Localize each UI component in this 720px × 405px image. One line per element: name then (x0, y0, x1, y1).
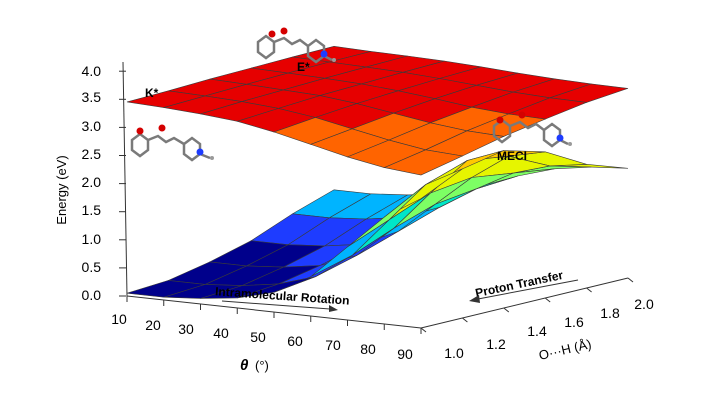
proton-annotation: Proton Transfer (474, 268, 565, 300)
oh-tick-labels: 1.0 1.2 1.4 1.6 1.8 2.0 (444, 296, 654, 361)
oh-tick-mark (462, 317, 468, 323)
theta-tick-label: 30 (178, 321, 194, 337)
energy-tick-label: 3.5 (82, 89, 102, 105)
energy-tick-label: 0.0 (82, 287, 102, 303)
energy-axis-label: Energy (eV) (54, 155, 69, 224)
oh-tick-mark (503, 307, 510, 313)
oh-tick-label: 1.0 (444, 345, 464, 361)
molecule-e-star-image (256, 27, 336, 64)
proton-arrow (477, 279, 579, 300)
energy-axis-line (122, 61, 128, 297)
oh-tick-mark (627, 277, 634, 283)
molecule-k-star-image (130, 124, 214, 162)
theta-tick-marks (126, 296, 422, 334)
oh-tick-mark (544, 297, 551, 303)
theta-tick-label: 50 (250, 329, 266, 345)
theta-tick-label: 70 (325, 337, 341, 353)
oh-tick-label: 1.4 (527, 323, 547, 339)
theta-tick-label: 60 (287, 333, 303, 349)
energy-tick-label: 2.5 (82, 146, 102, 162)
oh-tick-mark (586, 287, 592, 293)
e-star-label: E* (297, 60, 310, 74)
oh-axis-label: O···H (Å) (537, 336, 592, 363)
axes-frame (119, 61, 634, 334)
oh-axis-line (420, 277, 629, 329)
surface-patch-s0 (126, 280, 206, 298)
energy-tick-label: 0.5 (82, 259, 102, 275)
theta-tick-label: 10 (111, 311, 127, 327)
theta-tick-labels: 10 20 30 40 50 60 70 80 90 (111, 311, 413, 362)
energy-tick-labels: 0.0 0.5 1.0 1.5 2.0 2.5 3.0 3.5 4.0 (82, 63, 102, 303)
energy-tick-label: 2.0 (82, 174, 102, 190)
rotation-arrow (221, 300, 331, 310)
oh-tick-mark (420, 327, 427, 333)
energy-tick-marks (119, 70, 126, 297)
oh-tick-marks (420, 277, 634, 333)
theta-tick-label: 20 (145, 317, 161, 333)
k-star-label: K* (145, 86, 159, 100)
meci-label: MECI (497, 149, 527, 163)
oh-tick-label: 1.6 (564, 314, 584, 330)
theta-tick-label: 80 (360, 341, 376, 357)
energy-tick-label: 1.0 (82, 231, 102, 247)
rotation-arrowhead (329, 305, 338, 312)
energy-tick-label: 4.0 (82, 63, 102, 79)
proton-arrowhead (469, 295, 480, 303)
energy-tick-label: 3.0 (82, 118, 102, 134)
surface-patch-s1 (383, 149, 464, 176)
energy-tick-label: 1.5 (82, 202, 102, 218)
theta-tick-label: 40 (213, 325, 229, 341)
oh-tick-label: 2.0 (634, 296, 654, 312)
molecule-meci-image (492, 111, 572, 148)
theta-tick-label: 90 (397, 346, 413, 362)
theta-unit: (°) (255, 358, 269, 373)
surface-plot (126, 45, 629, 299)
theta-symbol: θ (240, 357, 249, 374)
oh-tick-label: 1.8 (600, 305, 620, 321)
theta-axis-label: θ (°) (240, 357, 269, 374)
oh-tick-label: 1.2 (486, 336, 506, 352)
